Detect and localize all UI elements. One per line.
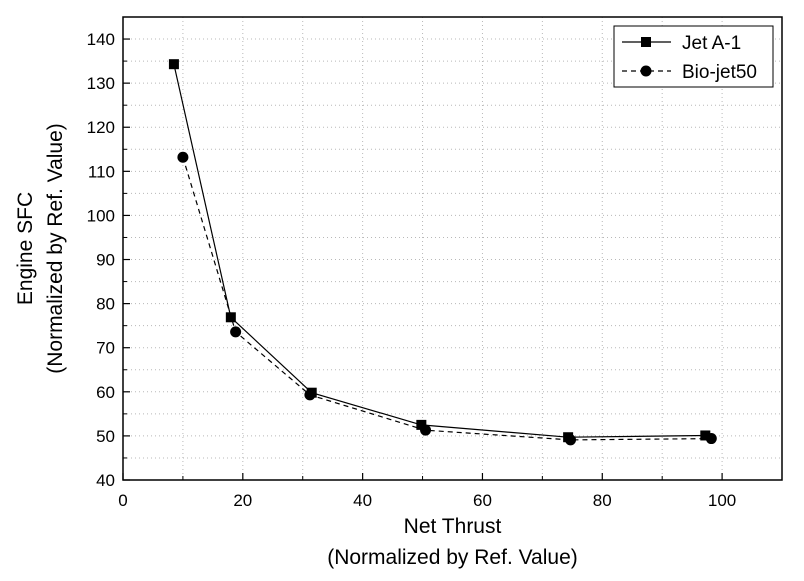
y-tick-label: 100 (87, 206, 115, 225)
y-tick-label: 120 (87, 118, 115, 137)
x-axis-title: Net Thrust (404, 515, 502, 538)
legend: Jet A-1 Bio-jet50 (613, 25, 774, 88)
x-tick-label: 80 (593, 491, 612, 510)
legend-marker-circle (640, 65, 652, 77)
data-point-circle (565, 434, 577, 446)
data-point-square (700, 430, 711, 441)
data-point-square (225, 312, 236, 323)
x-tick-label: 0 (118, 491, 127, 510)
y-tick-label: 130 (87, 74, 115, 93)
y-tick-label: 40 (96, 471, 115, 490)
y-tick-label: 90 (96, 251, 115, 270)
y-tick-label: 50 (96, 427, 115, 446)
y-tick-label: 70 (96, 339, 115, 358)
data-point-square (168, 59, 179, 70)
data-point-circle (304, 389, 316, 401)
series-line-0 (173, 64, 706, 438)
legend-box (613, 25, 774, 88)
x-tick-label: 100 (708, 491, 736, 510)
y-tick-label: 140 (87, 30, 115, 49)
x-axis-subtitle: (Normalized by Ref. Value) (327, 546, 578, 569)
series-line-1 (182, 157, 712, 441)
data-point-circle (420, 424, 432, 436)
x-tick-label: 60 (473, 491, 492, 510)
data-point-square (416, 419, 427, 430)
ticks: 0 20 40 60 80 100 40 50 60 70 80 90 100 110 120 130 140 (87, 30, 737, 510)
y-tick-label: 110 (88, 162, 115, 181)
x-tick-label: 40 (353, 491, 372, 510)
plot-frame (122, 16, 783, 481)
y-tick-label: 60 (96, 383, 115, 402)
data-point-circle (177, 151, 189, 163)
series-layer (168, 59, 717, 446)
y-axis-title: Engine SFC (14, 192, 37, 305)
data-point-circle (230, 326, 242, 338)
legend-label-bio-jet50: Bio-jet50 (682, 62, 757, 83)
y-tick-label: 80 (96, 295, 115, 314)
legend-marker-square (641, 37, 651, 47)
x-tick-label: 20 (233, 491, 252, 510)
data-point-circle (705, 433, 717, 445)
legend-label-jet-a1: Jet A-1 (682, 33, 741, 54)
y-axis-subtitle: (Normalized by Ref. Value) (44, 123, 67, 374)
